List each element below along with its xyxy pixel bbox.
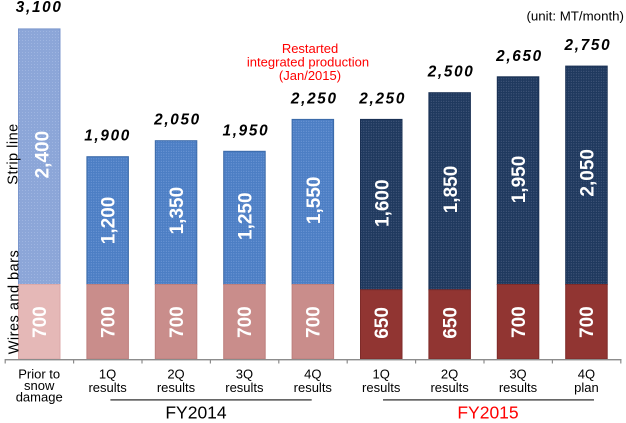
svg-text:650: 650 [440,307,461,339]
svg-text:1,950: 1,950 [509,156,530,204]
svg-text:2,050: 2,050 [153,112,201,129]
svg-text:1,550: 1,550 [304,177,325,225]
svg-text:1,850: 1,850 [441,166,462,214]
svg-text:Strip line: Strip line [5,123,21,184]
svg-text:700: 700 [577,306,598,338]
svg-text:700: 700 [509,306,530,338]
svg-text:2,750: 2,750 [564,37,612,54]
svg-text:2,500: 2,500 [427,64,475,81]
svg-text:plan: plan [574,380,599,395]
svg-text:2,250: 2,250 [290,90,338,107]
svg-text:700: 700 [30,306,51,338]
svg-text:700: 700 [167,306,188,338]
svg-text:3,100: 3,100 [16,0,63,16]
svg-text:1Q: 1Q [99,367,116,382]
svg-text:1,350: 1,350 [167,187,188,235]
svg-text:1,250: 1,250 [236,192,257,240]
svg-text:700: 700 [235,306,256,338]
svg-text:Restarted: Restarted [282,41,338,56]
svg-text:700: 700 [304,306,325,338]
svg-text:4Q: 4Q [578,367,595,382]
svg-text:Prior to: Prior to [18,367,60,382]
svg-text:results: results [225,380,264,395]
svg-text:1,600: 1,600 [372,179,393,227]
svg-text:(Jan/2015): (Jan/2015) [279,68,341,83]
svg-text:1,900: 1,900 [84,128,131,145]
svg-text:3Q: 3Q [509,367,526,382]
svg-text:2,250: 2,250 [358,90,406,107]
svg-text:650: 650 [372,307,393,339]
svg-text:2Q: 2Q [167,367,184,382]
svg-text:results: results [499,380,538,395]
svg-text:1,950: 1,950 [223,122,270,139]
svg-text:2Q: 2Q [441,367,458,382]
svg-text:2,650: 2,650 [495,48,543,65]
svg-text:Wires and bars: Wires and bars [7,250,23,355]
svg-text:results: results [157,380,196,395]
svg-text:integrated production: integrated production [247,55,369,70]
svg-text:2,400: 2,400 [32,131,53,179]
svg-text:results: results [362,380,401,395]
svg-text:FY2015: FY2015 [457,403,518,423]
svg-text:4Q: 4Q [304,367,321,382]
svg-text:700: 700 [98,306,119,338]
svg-text:2,050: 2,050 [577,149,598,197]
svg-text:results: results [88,380,127,395]
svg-text:results: results [294,380,333,395]
svg-text:FY2014: FY2014 [165,403,227,423]
svg-text:(unit: MT/month): (unit: MT/month) [526,8,624,23]
svg-text:damage: damage [16,390,63,405]
svg-text:3Q: 3Q [236,367,253,382]
svg-text:1Q: 1Q [373,367,390,382]
svg-text:1,200: 1,200 [98,197,119,245]
svg-text:snow: snow [24,378,55,393]
svg-text:results: results [430,380,469,395]
